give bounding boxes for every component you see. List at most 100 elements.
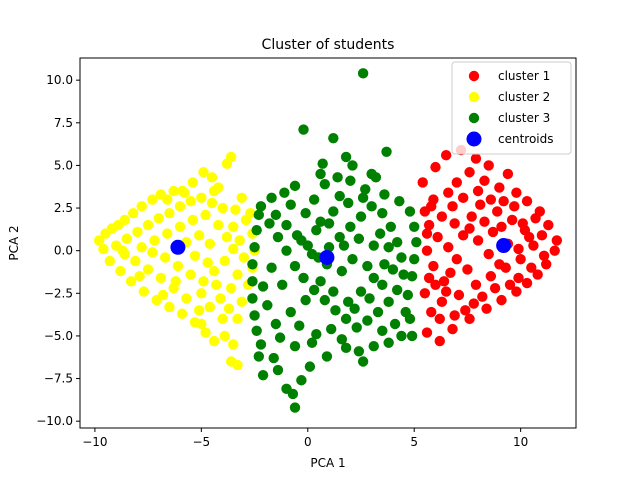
data-point: [421, 228, 433, 239]
data-point: [483, 248, 494, 260]
data-point: [308, 284, 320, 296]
data-point: [443, 187, 454, 198]
data-point: [449, 310, 460, 321]
data-point: [330, 305, 341, 316]
data-point: [323, 242, 335, 253]
legend-label: cluster 1: [498, 69, 550, 83]
data-point: [470, 279, 482, 290]
data-point: [257, 369, 269, 381]
data-point: [132, 226, 143, 238]
data-point: [353, 233, 365, 244]
data-point: [272, 364, 284, 376]
data-point: [298, 272, 309, 284]
data-point: [168, 185, 179, 197]
x-tick-label: −10: [82, 435, 107, 449]
data-point: [383, 242, 394, 253]
data-point: [208, 185, 220, 197]
y-tick-label: −10.0: [36, 414, 73, 428]
data-point: [483, 160, 494, 171]
data-point: [217, 313, 228, 325]
data-point: [255, 339, 267, 350]
data-point: [449, 218, 460, 229]
data-point: [426, 201, 437, 212]
data-point: [385, 221, 396, 232]
data-point: [228, 339, 239, 350]
data-point: [206, 197, 218, 209]
series-centroids: [170, 238, 512, 265]
data-point: [321, 351, 333, 362]
data-point: [494, 182, 505, 193]
data-point: [489, 282, 501, 294]
data-point: [475, 199, 486, 210]
data-point: [541, 259, 552, 270]
data-point: [362, 260, 373, 272]
data-point: [215, 293, 226, 304]
chart-title: Cluster of students: [262, 37, 395, 53]
data-point: [417, 177, 428, 188]
data-point: [440, 286, 452, 297]
data-point: [162, 194, 173, 205]
data-point: [174, 201, 186, 212]
data-point: [225, 282, 237, 294]
data-point: [470, 153, 482, 164]
data-point: [202, 257, 213, 268]
data-point: [277, 279, 288, 290]
data-point: [159, 252, 171, 263]
data-point: [247, 276, 258, 287]
data-point: [513, 272, 524, 284]
data-point: [208, 265, 220, 277]
data-point: [355, 286, 367, 297]
data-point: [372, 306, 384, 318]
y-tick-label: −7.5: [44, 372, 73, 386]
data-point: [511, 286, 522, 297]
data-point: [117, 245, 128, 256]
data-point: [438, 276, 450, 287]
data-point: [249, 310, 260, 321]
data-point: [423, 272, 435, 284]
data-point: [245, 207, 256, 219]
data-point: [515, 254, 526, 265]
data-point: [523, 231, 535, 243]
data-point: [528, 240, 539, 251]
data-point: [204, 238, 216, 250]
data-point: [402, 289, 414, 301]
data-point: [506, 214, 518, 226]
data-point: [298, 124, 309, 135]
data-point: [426, 306, 437, 318]
data-point: [255, 201, 267, 212]
data-point: [374, 228, 386, 239]
data-point: [300, 294, 311, 306]
data-point: [502, 168, 514, 180]
data-point: [526, 262, 537, 273]
data-point: [253, 351, 265, 362]
data-point: [451, 177, 462, 188]
data-point: [232, 313, 243, 325]
data-point: [236, 296, 247, 308]
series-cluster-2: [93, 151, 260, 371]
data-point: [453, 289, 465, 301]
data-point: [232, 269, 243, 280]
y-tick-label: −5.0: [44, 329, 73, 343]
data-point: [270, 318, 282, 330]
data-point: [353, 346, 365, 357]
data-point: [153, 213, 164, 224]
data-point: [289, 340, 301, 352]
legend-marker: [468, 70, 480, 82]
data-point: [343, 296, 354, 308]
data-point: [125, 276, 137, 287]
data-point: [315, 216, 326, 227]
data-point: [464, 167, 475, 178]
data-point: [543, 219, 554, 231]
data-point: [230, 204, 241, 215]
data-point: [194, 230, 205, 241]
data-point: [289, 180, 301, 192]
data-point: [236, 192, 247, 204]
data-point: [142, 219, 154, 231]
data-point: [340, 151, 352, 163]
centroid-point: [496, 238, 512, 254]
data-point: [336, 334, 348, 345]
centroid-point: [170, 239, 186, 255]
data-point: [115, 265, 126, 277]
data-point: [389, 318, 401, 330]
data-point: [377, 207, 388, 219]
